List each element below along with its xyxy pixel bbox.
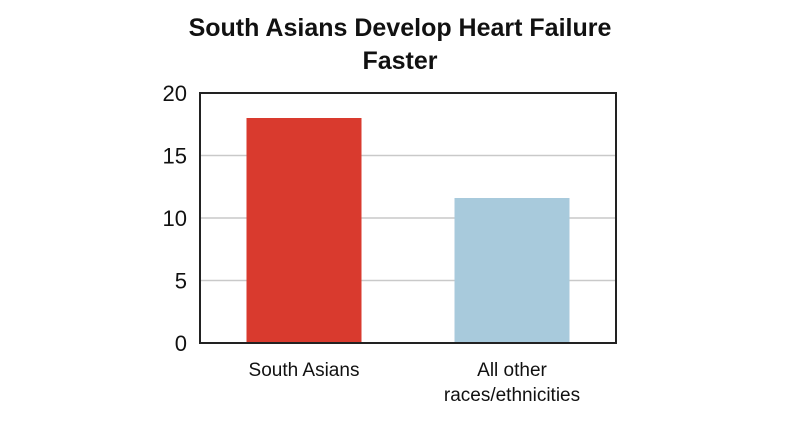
chart-title-line-2: Faster [362,47,438,75]
chart-title: South Asians Develop Heart Failure Faste… [0,12,800,78]
y-tick-label: 0 [175,331,187,356]
y-tick-label: 10 [163,206,187,231]
x-tick-label: All other [477,360,547,381]
y-tick-label: 15 [163,144,187,169]
chart-title-line-1: South Asians Develop Heart Failure [188,14,612,42]
x-tick-label: races/ethnicities [444,385,580,406]
plot-border [199,92,617,344]
y-tick-label: 20 [163,81,187,106]
x-tick-label: South Asians [249,360,360,381]
bar [454,198,570,343]
y-tick-label: 5 [175,269,187,294]
bar [246,118,362,343]
